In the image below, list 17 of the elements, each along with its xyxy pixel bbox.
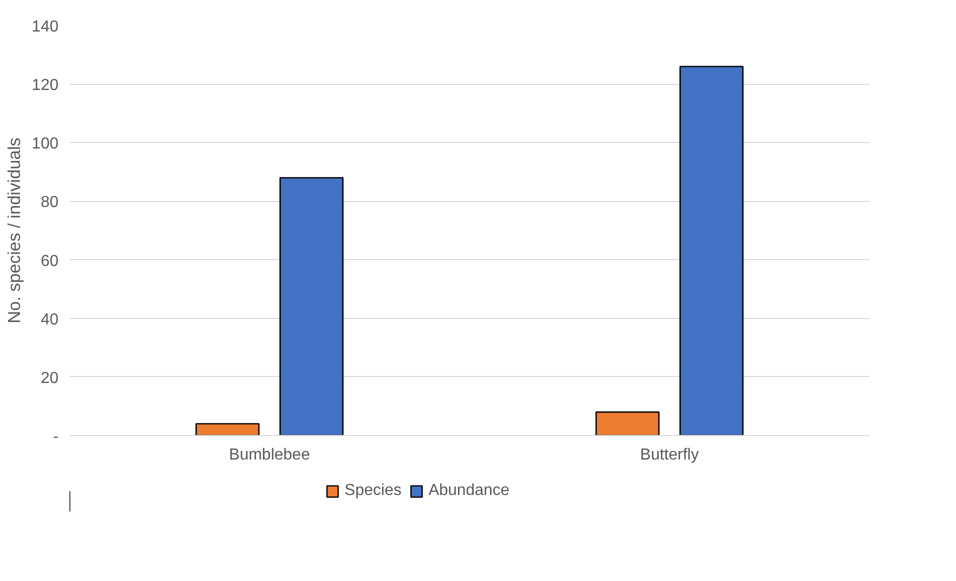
legend-label: Species <box>344 482 402 500</box>
y-tick-label: 140 <box>32 18 59 36</box>
bar <box>195 423 260 436</box>
bar <box>279 177 344 436</box>
y-tick-label: 40 <box>40 311 59 328</box>
y-tick-label: 60 <box>40 252 59 270</box>
legend-label: Abundance <box>428 482 510 500</box>
y-tick-label: 120 <box>32 77 59 94</box>
x-tick-label: Butterfly <box>640 446 699 464</box>
y-tick-label: - <box>53 428 58 446</box>
y-tick-label: 80 <box>40 194 59 212</box>
bar <box>679 66 744 436</box>
y-tick-label: 100 <box>32 136 59 153</box>
x-tick-label: Bumblebee <box>229 446 310 464</box>
y-tick-label: 20 <box>40 370 59 387</box>
y-axis-title: No. species / individuals <box>4 137 24 324</box>
bar <box>595 411 660 436</box>
